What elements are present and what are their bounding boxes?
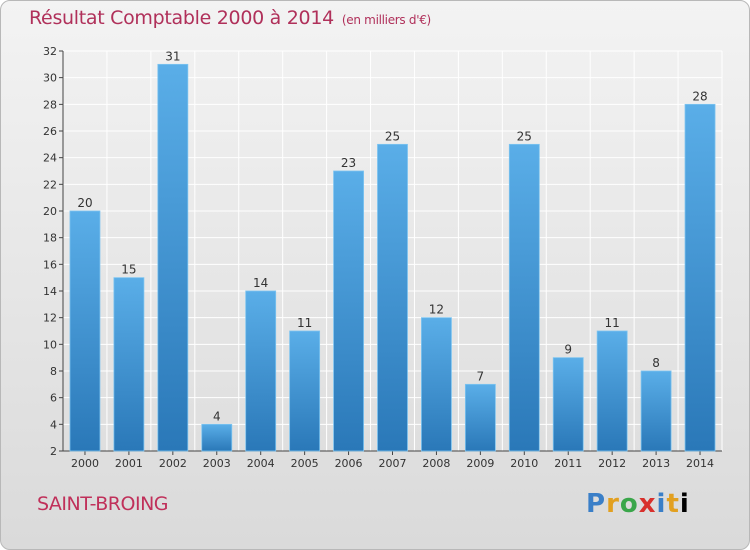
data-label: 14 xyxy=(253,276,268,290)
logo-letter: r xyxy=(606,489,620,519)
x-tick-label: 2009 xyxy=(466,457,494,470)
data-label: 12 xyxy=(429,303,444,317)
x-tick-label: 2004 xyxy=(247,457,275,470)
y-tick-label: 10 xyxy=(43,338,57,351)
bar xyxy=(421,317,452,452)
data-label: 9 xyxy=(564,343,572,357)
bars xyxy=(69,63,716,452)
bar xyxy=(596,330,628,452)
x-tick-label: 2000 xyxy=(71,457,99,470)
y-tick-label: 12 xyxy=(43,312,57,325)
y-tick-label: 16 xyxy=(43,258,57,271)
y-tick-label: 24 xyxy=(43,152,57,165)
x-tick-label: 2001 xyxy=(115,457,143,470)
bar xyxy=(552,357,584,452)
y-tick-label: 4 xyxy=(50,418,57,431)
x-tick-label: 2014 xyxy=(686,457,714,470)
bar xyxy=(289,330,321,452)
bar xyxy=(333,170,364,452)
data-label: 11 xyxy=(297,316,312,330)
bar xyxy=(508,143,540,452)
y-tick-label: 18 xyxy=(43,232,57,245)
data-label: 15 xyxy=(121,263,136,277)
data-label: 4 xyxy=(213,409,221,423)
y-tick-label: 22 xyxy=(43,178,57,191)
y-tick-label: 14 xyxy=(43,285,57,298)
chart-title-unit: (en milliers d'€) xyxy=(341,13,431,27)
data-label: 11 xyxy=(605,316,620,330)
bar xyxy=(464,383,496,452)
logo-letter: i xyxy=(656,489,667,519)
data-label: 8 xyxy=(652,356,660,370)
logo-letter: x xyxy=(638,489,657,519)
bar xyxy=(640,370,672,452)
data-label: 25 xyxy=(517,129,532,143)
y-tick-label: 6 xyxy=(50,392,57,405)
bar xyxy=(684,103,716,452)
logo-letter: P xyxy=(586,489,607,519)
bar xyxy=(69,210,101,452)
x-tick-label: 2007 xyxy=(379,457,407,470)
labels: 20 15 31 4 14 11 23 25 12 7 25 9 11 8 28 xyxy=(77,49,707,423)
data-label: 31 xyxy=(165,49,180,63)
data-label: 20 xyxy=(77,196,92,210)
y-tick-label: 32 xyxy=(43,45,57,58)
y-tick-label: 8 xyxy=(50,365,57,378)
proxiti-logo: Proxiti xyxy=(586,489,690,519)
x-tick-label: 2002 xyxy=(159,457,187,470)
x-tick-label: 2011 xyxy=(554,457,582,470)
chart-title-text: Résultat Comptable 2000 à 2014 xyxy=(29,7,334,29)
data-label: 23 xyxy=(341,156,356,170)
bar xyxy=(245,290,277,452)
chart-title: Résultat Comptable 2000 à 2014 (en millie… xyxy=(29,7,431,29)
x-tick-label: 2006 xyxy=(335,457,363,470)
bar xyxy=(113,277,145,452)
data-label: 25 xyxy=(385,129,400,143)
x-tick-label: 2012 xyxy=(598,457,626,470)
data-label: 7 xyxy=(477,369,485,383)
y-tick-label: 2 xyxy=(50,445,57,458)
x-tick-label: 2005 xyxy=(291,457,319,470)
x-tick-label: 2010 xyxy=(510,457,538,470)
logo-letter: i xyxy=(679,489,690,519)
y-tick-label: 30 xyxy=(43,72,57,85)
bar xyxy=(201,423,233,452)
logo-letter: t xyxy=(666,489,680,519)
x-tick-label: 2003 xyxy=(203,457,231,470)
bar xyxy=(377,143,408,452)
bar xyxy=(157,63,189,452)
commune-name: SAINT-BROING xyxy=(37,493,169,515)
logo-letter: o xyxy=(619,489,639,519)
y-tick-label: 26 xyxy=(43,125,57,138)
y-tick-label: 20 xyxy=(43,205,57,218)
y-tick-label: 28 xyxy=(43,98,57,111)
x-tick-label: 2008 xyxy=(422,457,450,470)
data-label: 28 xyxy=(692,89,707,103)
x-tick-label: 2013 xyxy=(642,457,670,470)
